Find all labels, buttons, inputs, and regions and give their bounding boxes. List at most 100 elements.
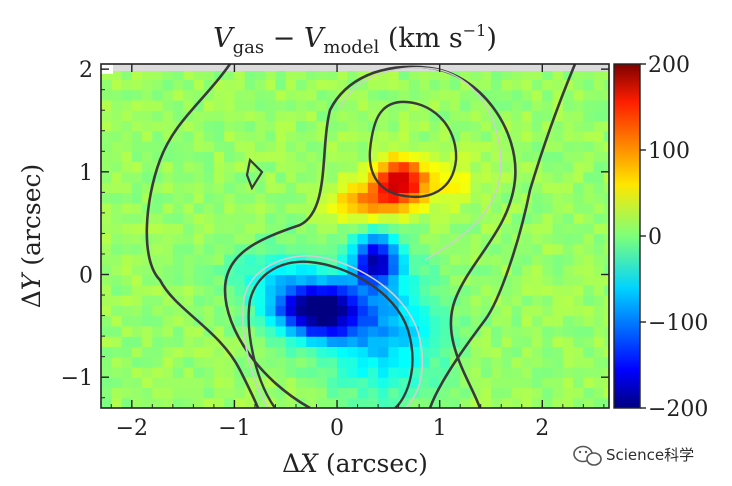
heatmap-cell [131,151,143,163]
heatmap-cell [244,253,256,265]
heatmap-cell [521,295,533,306]
heatmap-cell [152,264,164,276]
heatmap-cell [398,274,410,286]
heatmap-cell [234,315,246,327]
heatmap-cell [101,171,112,183]
heatmap-cell [552,315,564,327]
heatmap-cell [439,171,451,183]
heatmap-cell [142,315,153,327]
heatmap-cell [593,284,605,296]
heatmap-cell [275,346,287,358]
heatmap-cell [152,284,164,296]
heatmap-cell [357,356,369,368]
heatmap-cell [460,120,472,132]
heatmap-cell [583,182,595,193]
heatmap-cell [419,243,430,255]
heatmap-cell [111,264,123,276]
heatmap-cell [285,171,297,183]
heatmap-cell [398,120,410,132]
heatmap-cell [378,315,389,327]
heatmap-cell [532,99,543,111]
heatmap-cell [573,151,584,163]
heatmap-cell [162,264,174,276]
heatmap-cell [490,202,502,214]
heatmap-cell [193,151,205,163]
heatmap-cell [480,69,492,80]
heatmap-cell [460,336,472,347]
heatmap-cell [501,356,513,368]
heatmap-cell [542,223,554,235]
heatmap-cell [532,377,543,389]
heatmap-cell [583,69,595,80]
heatmap-cell [460,243,472,255]
heatmap-cell [583,192,595,204]
heatmap-cell [562,387,574,399]
heatmap-cell [429,151,441,163]
heatmap-cell [378,151,389,163]
heatmap-cell [244,110,256,122]
heatmap-cell [398,377,410,389]
heatmap-cell [480,264,492,276]
heatmap-cell [234,377,246,389]
heatmap-cell [326,161,338,173]
heatmap-cell [285,202,297,214]
heatmap-cell [121,141,133,152]
heatmap-cell [490,89,502,101]
heatmap-cell [306,182,318,193]
heatmap-cell [101,110,112,122]
heatmap-cell [603,315,609,327]
heatmap-cell [408,151,420,163]
heatmap-cell [562,397,574,408]
heatmap-cell [378,99,389,111]
heatmap-cell [511,130,523,142]
heatmap-cell [183,141,194,152]
heatmap-cell [152,315,164,327]
heatmap-cell [603,99,609,111]
heatmap-cell [532,325,543,337]
heatmap-cell [285,110,297,122]
heatmap-cell [347,366,359,378]
heatmap-cell [542,305,554,317]
heatmap-cell [439,192,451,204]
heatmap-cell [254,366,266,378]
heatmap-cell [193,397,205,408]
heatmap-cell [501,182,513,193]
heatmap-cell [408,130,420,142]
heatmap-cell [470,295,482,306]
heatmap-cells [101,64,609,408]
heatmap-cell [275,171,287,183]
heatmap-cell [131,69,143,80]
heatmap-cell [583,356,595,368]
heatmap-cell [121,366,133,378]
heatmap-cell [357,79,369,91]
heatmap-cell [470,202,482,214]
heatmap-cell [408,356,420,368]
heatmap-cell [408,202,420,214]
heatmap-cell [203,79,215,91]
heatmap-cell [357,89,369,101]
heatmap-cell [378,120,389,132]
heatmap-cell [388,69,400,80]
heatmap-cell [583,305,595,317]
heatmap-cell [398,397,410,408]
heatmap-cell [224,295,236,306]
heatmap-cell [254,69,266,80]
heatmap-cell [449,130,461,142]
heatmap-cell [583,89,595,101]
heatmap-cell [131,253,143,265]
heatmap-cell [275,141,287,152]
heatmap-cell [573,397,584,408]
heatmap-cell [152,233,164,245]
heatmap-cell [593,161,605,173]
heatmap-cell [295,120,307,132]
heatmap-cell [326,69,338,80]
heatmap-cell [295,305,307,317]
heatmap-cell [603,253,609,265]
heatmap-cell [511,253,523,265]
heatmap-cell [285,346,297,358]
heatmap-cell [542,233,554,245]
heatmap-cell [521,89,533,101]
heatmap-cell [419,346,430,358]
heatmap-cell [193,69,205,80]
heatmap-cell [213,79,225,91]
